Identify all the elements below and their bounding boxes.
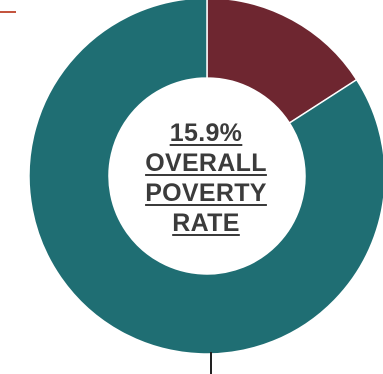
donut-slices <box>28 0 383 355</box>
center-label-line-2: OVERALL <box>145 149 267 177</box>
center-label-line-3: POVERTY <box>145 179 267 207</box>
donut-slice-1 <box>28 0 383 355</box>
center-label-line-1: 15.9% <box>169 119 243 147</box>
center-label-line-4: RATE <box>172 209 240 237</box>
center-label: 15.9% OVERALL POVERTY RATE <box>116 118 296 238</box>
